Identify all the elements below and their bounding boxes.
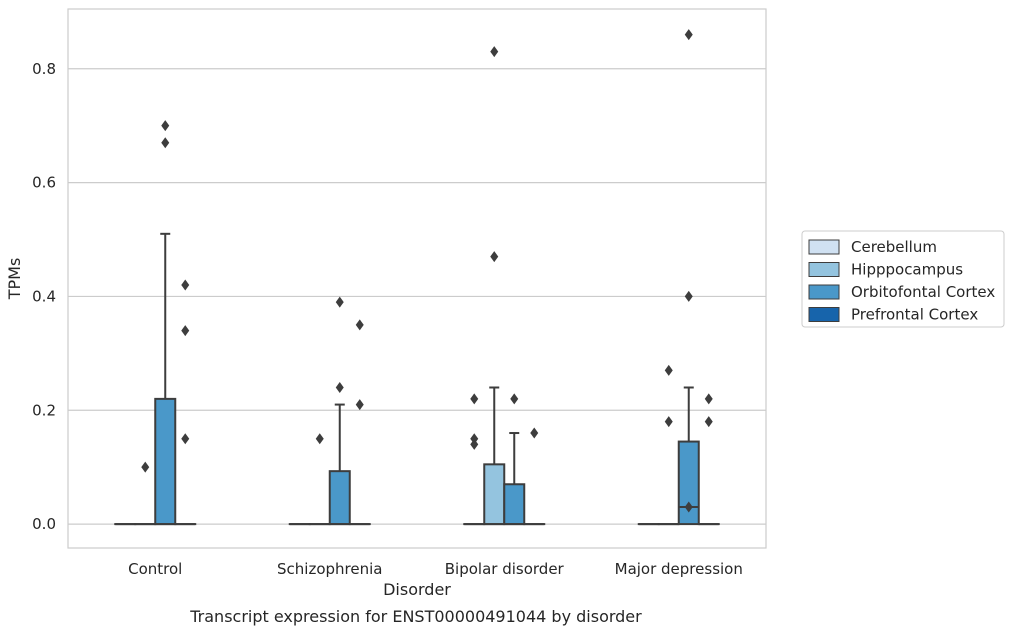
outlier-point [530,427,539,439]
extra-outliers [470,393,479,450]
x-tick-label: Bipolar disorder [445,560,565,578]
box-body [328,470,351,526]
box-prefrontal-cortex [697,393,720,526]
outlier-point [315,433,324,445]
outlier-point [510,393,519,405]
box-plot-series [114,29,720,526]
box-prefrontal-cortex [174,279,197,526]
outlier-point [355,399,364,411]
outlier-point [704,416,713,428]
outlier-point [470,433,479,445]
chart-caption: Transcript expression for ENST0000049104… [189,607,642,626]
box-body [154,397,177,526]
outlier-point [684,501,693,513]
legend-swatch [808,284,840,300]
y-tick-label: 0.2 [32,401,56,419]
legend-label: Cerebellum [851,238,937,256]
y-axis-title: TPMs [5,258,24,301]
x-axis-title: Disorder [383,580,451,599]
extra-outliers [684,501,693,513]
box-orbitofontal-cortex [328,296,351,526]
legend: Cerebellum Hipppocampus Orbitofontal Corte… [801,230,1005,328]
y-axis-ticks: 0.0 0.2 0.4 0.6 0.8 [32,60,56,533]
outlier-point [181,279,190,291]
box-hipppocampus [483,46,506,526]
box-body [503,483,526,526]
outlier-point [664,416,673,428]
y-tick-label: 0.0 [32,515,56,533]
box-body [677,440,700,526]
outlier-point [161,137,170,149]
outlier-point [490,46,499,58]
outlier-point [470,393,479,405]
outlier-point [355,319,364,331]
y-tick-label: 0.6 [32,174,56,192]
outlier-point [141,461,150,473]
x-tick-label: Control [128,560,182,578]
outlier-point [161,120,170,132]
outlier-point [181,325,190,337]
box-prefrontal-cortex [348,319,371,526]
plot-area-frame [67,8,767,549]
legend-frame [801,230,1005,328]
box-orbitofontal-cortex [154,120,177,526]
box-orbitofontal-cortex [503,393,526,526]
legend-label: Prefrontal Cortex [851,306,978,324]
legend-swatch [808,262,840,277]
legend-label: Hipppocampus [851,261,963,279]
box-hipppocampus [134,461,157,526]
box-body [483,463,506,526]
outlier-point [664,364,673,376]
box-hipppocampus [308,433,331,526]
outlier-point [181,433,190,445]
legend-swatch [808,239,840,255]
outlier-point [490,251,499,263]
extra-outliers [664,364,673,376]
box-prefrontal-cortex [523,427,546,526]
legend-label: Orbitofontal Cortex [851,283,995,301]
outlier-point [684,290,693,302]
box-orbitofontal-cortex [677,29,700,526]
outlier-point [335,381,344,393]
x-tick-label: Major depression [615,560,743,578]
y-tick-label: 0.4 [32,287,56,305]
x-tick-label: Schizophrenia [277,560,382,578]
outlier-point [684,29,693,41]
outlier-point [335,296,344,308]
outlier-point [470,438,479,450]
outlier-point [704,393,713,405]
box-hipppocampus [657,416,680,526]
legend-swatch [808,307,840,322]
y-tick-label: 0.8 [32,60,56,78]
x-axis-ticks: Control Schizophrenia Bipolar disorder Majo… [128,560,743,578]
